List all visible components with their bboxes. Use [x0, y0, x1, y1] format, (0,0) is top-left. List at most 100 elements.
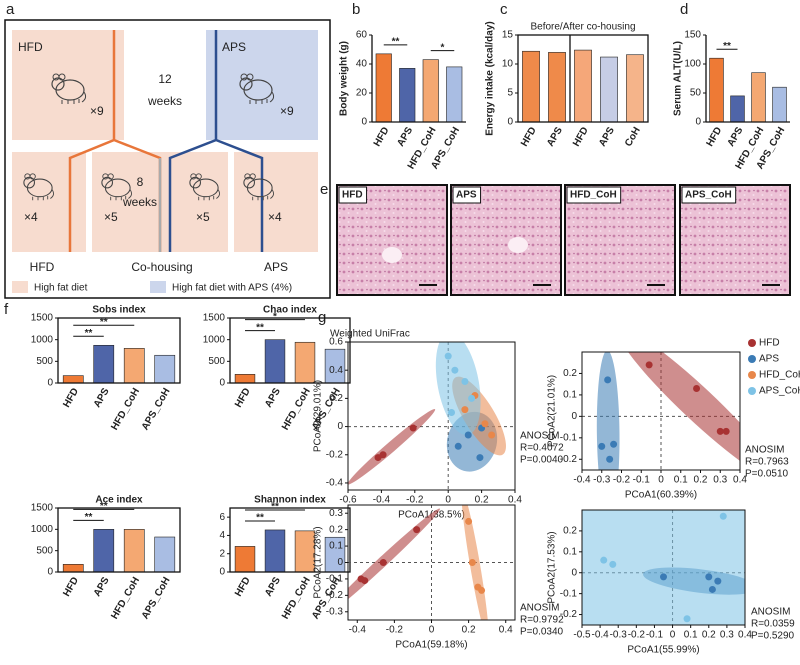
x-tick-label: 0 [445, 495, 451, 506]
y-tick-label: 1000 [31, 334, 54, 345]
y-tick-label: 0 [337, 421, 343, 432]
hfd-region [234, 152, 318, 252]
point [451, 366, 459, 374]
bar [154, 354, 176, 384]
annotation: R=0.9792 [520, 615, 564, 626]
y-tick-label: -0.1 [326, 574, 344, 585]
y-tick-label: 1500 [31, 503, 54, 514]
panel-label: b [352, 1, 360, 18]
point [454, 442, 462, 450]
y-axis-label: Body weight (g) [339, 41, 350, 116]
x-tick-label: 0.4 [738, 630, 752, 641]
x-tick-label: CoH [623, 125, 643, 148]
bar [548, 52, 566, 123]
y-tick-label: 0 [47, 567, 53, 578]
legend-label: HFD_CoH [759, 370, 800, 381]
point [598, 442, 606, 450]
significance-label: ** [85, 328, 93, 339]
point [609, 560, 617, 568]
y-tick-label: -0.2 [326, 449, 344, 460]
y-tick-label: 500 [36, 356, 53, 367]
x-tick-label: -0.6 [339, 495, 357, 506]
x-tick-label: HFD [705, 125, 725, 148]
y-tick-label: 500 [208, 356, 225, 367]
x-axis-label: PCoA1(55.99%) [627, 645, 699, 656]
x-tick-label: APS [726, 125, 746, 149]
significance-label: ** [271, 502, 279, 513]
legend-swatch [12, 281, 28, 293]
annotation: P=0.0040 [520, 455, 564, 466]
y-tick-label: -0.1 [560, 432, 578, 443]
x-tick-label: -0.2 [406, 495, 424, 506]
x-tick-label: HFD_CoH [280, 386, 313, 432]
point [444, 352, 452, 360]
x-tick-label: HFD [61, 575, 81, 598]
plot-area [348, 342, 515, 490]
y-axis-label: Serum ALT(U/L) [673, 41, 684, 116]
bar [399, 68, 416, 123]
legend-label: High fat diet with APS (4%) [172, 283, 292, 294]
legend-swatch [150, 281, 166, 293]
y-tick-label: 0.2 [563, 526, 577, 537]
point [719, 512, 727, 520]
annotation: P=0.0340 [520, 627, 564, 638]
label-box [338, 186, 368, 204]
y-tick-label: 0.4 [329, 365, 343, 376]
confidence-ellipse [461, 505, 489, 620]
y-tick-label: 1000 [31, 524, 54, 535]
point [476, 454, 484, 462]
y-axis-label: PCoA2(17.28%) [313, 526, 324, 598]
y-tick-label: 0.3 [329, 508, 343, 519]
point [461, 406, 469, 414]
group-label: APS [222, 40, 246, 54]
y-tick-label: 50 [690, 88, 702, 99]
group-label: APS [264, 260, 288, 274]
y-tick-label: 500 [36, 545, 53, 556]
y-tick-label: 2 [219, 548, 225, 559]
point [468, 394, 476, 402]
chart-title: Shannon index [254, 495, 326, 506]
point [409, 424, 417, 432]
x-axis-label: PCoA1(60.39%) [625, 490, 697, 501]
panel-label: a [6, 1, 15, 18]
y-tick-label: -0.2 [560, 609, 578, 620]
y-tick-label: -0.1 [560, 588, 578, 599]
significance-label: ** [723, 41, 731, 52]
y-tick-label: 6 [219, 512, 225, 523]
y-tick-label: -0.2 [326, 590, 344, 601]
plot-frame [229, 507, 351, 573]
significance-label: * [273, 311, 277, 322]
x-axis-label: PCoA1(59.18%) [395, 640, 467, 651]
x-tick-label: -0.1 [633, 475, 651, 486]
point [722, 427, 730, 435]
x-tick-label: 0.2 [694, 475, 708, 486]
point [461, 377, 469, 385]
y-tick-label: 40 [356, 59, 368, 70]
confidence-ellipse [617, 352, 740, 470]
annotation: R=0.4072 [520, 443, 564, 454]
plot-frame [581, 509, 746, 626]
x-tick-label: HFD [372, 125, 392, 148]
bar [446, 66, 463, 123]
point [645, 361, 653, 369]
significance-label: ** [85, 512, 93, 523]
group-size: ×9 [90, 104, 104, 118]
point [606, 455, 614, 463]
x-tick-label: -0.3 [593, 475, 611, 486]
duration: 8 [137, 175, 144, 189]
point [604, 376, 612, 384]
y-tick-label: 0.6 [329, 337, 343, 348]
point [693, 384, 701, 392]
bar [62, 375, 84, 384]
bar [709, 57, 724, 123]
x-tick-label: -0.3 [610, 630, 628, 641]
point [683, 615, 691, 623]
bar [772, 86, 787, 123]
point [361, 577, 369, 585]
annotation: R=0.7963 [745, 457, 789, 468]
y-tick-label: 0.2 [563, 368, 577, 379]
y-axis-label: PCoA2(29.01%) [313, 380, 324, 452]
y-tick-label: 1000 [203, 334, 226, 345]
plot-frame [517, 34, 649, 123]
bar [375, 53, 392, 123]
